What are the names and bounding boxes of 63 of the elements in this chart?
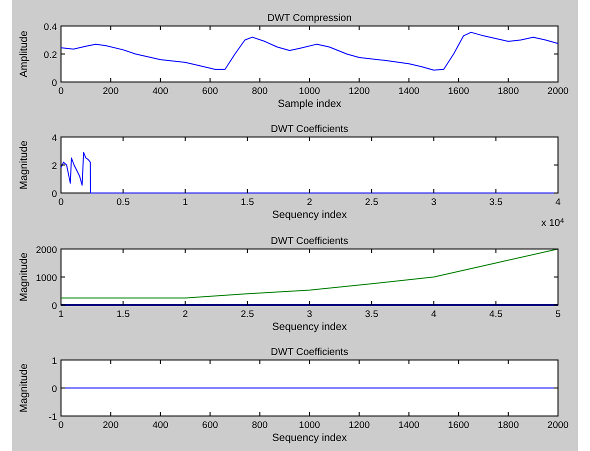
- x-tick-label: 400: [152, 86, 168, 97]
- y-tick-label: 2: [52, 161, 57, 172]
- x-tick-label: 4: [431, 309, 436, 320]
- line-series: [60, 32, 558, 71]
- y-axis-title: Magnitude: [18, 363, 30, 413]
- x-tick-label: 0.5: [116, 197, 130, 208]
- x-tick-label: 400: [152, 420, 168, 431]
- x-tick-label: 3.5: [489, 197, 502, 208]
- x-tick-label: 2: [306, 197, 312, 208]
- x-tick-label: 1.5: [240, 197, 254, 208]
- x-tick-label: 600: [202, 420, 218, 431]
- x-tick-label: 1800: [498, 420, 519, 431]
- x-tick-label: 1: [182, 197, 188, 208]
- x-tick-label: 2000: [547, 86, 569, 97]
- x-tick-label: 2: [182, 309, 188, 320]
- x-tick-label: 1400: [398, 86, 420, 97]
- x-tick-label: 3: [306, 309, 312, 320]
- y-tick-label: 4: [52, 133, 57, 144]
- x-tick-label: 2.5: [240, 309, 254, 320]
- x-tick-label: 1000: [298, 420, 320, 431]
- y-axis-title: Magnitude: [18, 140, 30, 190]
- x-tick-label: 800: [252, 86, 268, 97]
- chart-title: DWT Coefficients: [270, 124, 348, 135]
- y-tick-label: 1: [52, 356, 57, 367]
- x-tick-label: 1000: [298, 86, 320, 97]
- x-tick-label: 4.5: [489, 309, 502, 320]
- chart-title: DWT Coefficients: [270, 347, 348, 358]
- x-tick-label: 1600: [448, 420, 470, 431]
- y-tick-label: 2000: [36, 245, 57, 256]
- x-tick-label: 200: [102, 420, 119, 431]
- x-tick-label: 200: [102, 86, 119, 97]
- chart-title: DWT Coefficients: [270, 236, 348, 247]
- y-tick-label: 0: [52, 384, 57, 395]
- y-tick-label: 0: [52, 78, 57, 89]
- y-tick-label: 0.4: [44, 22, 57, 33]
- x-axis-title: Sequency index: [272, 321, 348, 333]
- x-tick-label: 2000: [547, 420, 569, 431]
- x-axis-title: Sequency index: [272, 209, 348, 221]
- x-tick-label: 1200: [348, 86, 370, 97]
- x-axis-title: Sequency index: [272, 432, 348, 444]
- x-axis-title: Sample index: [278, 98, 342, 110]
- y-tick-label: 0: [52, 189, 57, 200]
- x-tick-label: 1400: [398, 420, 420, 431]
- y-tick-label: 1000: [36, 273, 57, 284]
- x-tick-label: 1800: [498, 86, 519, 97]
- chart-title: DWT Compression: [267, 13, 352, 24]
- y-tick-label: -1: [48, 412, 57, 423]
- x-tick-label: 1600: [448, 86, 470, 97]
- x-tick-label: 5: [555, 309, 561, 320]
- line-series: [60, 248, 558, 298]
- text: x 10$^{4}$: [541, 218, 564, 229]
- y-axis-title: Magnitude: [18, 252, 30, 302]
- y-axis-title: Amplitude: [18, 30, 30, 78]
- x-tick-label: 4: [555, 197, 561, 208]
- x-tick-label: 3.5: [365, 309, 378, 320]
- y-tick-label: 0: [52, 301, 57, 312]
- x-tick-label: 1200: [348, 420, 370, 431]
- x-tick-label: 3: [431, 197, 436, 208]
- x-tick-label: 800: [252, 420, 268, 431]
- x-tick-label: 1.5: [116, 309, 130, 320]
- x-tick-label: 2.5: [365, 197, 378, 208]
- x-tick-label: 600: [202, 86, 218, 97]
- y-tick-label: 0.2: [44, 50, 57, 61]
